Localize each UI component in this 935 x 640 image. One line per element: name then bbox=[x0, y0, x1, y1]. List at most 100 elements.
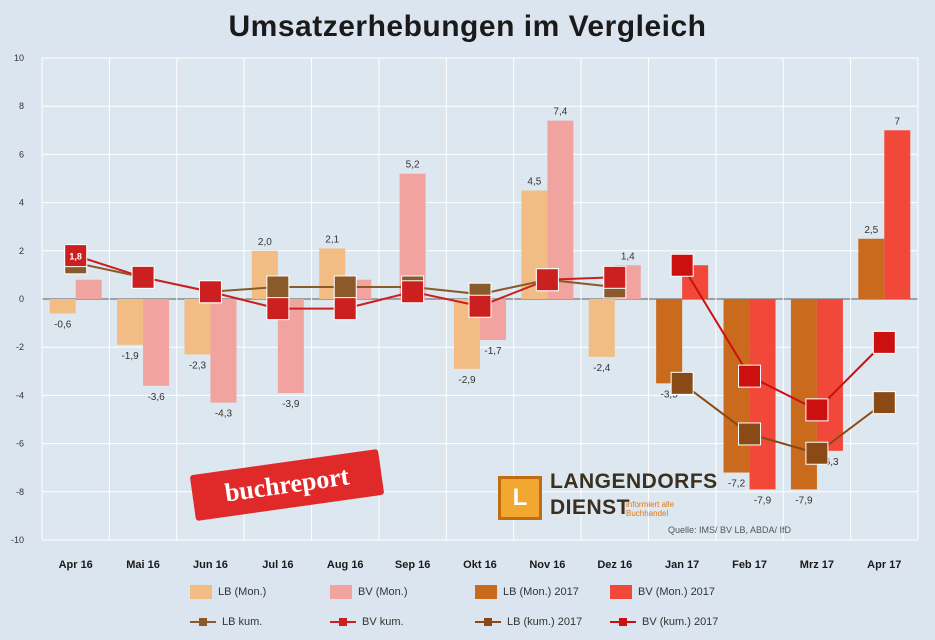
legend-label: BV kum. bbox=[362, 616, 404, 628]
bar-data-label: -7,9 bbox=[754, 495, 772, 506]
logo-icon: L bbox=[498, 476, 542, 520]
logo-tagline: informiert alle Buchhandel bbox=[626, 500, 675, 518]
x-tick-label: Jan 17 bbox=[665, 559, 699, 571]
bar-data-label: 1,4 bbox=[621, 251, 635, 262]
bar-data-label: -4,3 bbox=[215, 409, 233, 420]
legend-item: BV (Mon.) bbox=[330, 582, 408, 602]
y-tick-label: 2 bbox=[19, 246, 24, 256]
legend-row-bars: LB (Mon.) BV (Mon.) LB (Mon.) 2017 BV (Mon.… bbox=[0, 582, 935, 602]
line-point-marker bbox=[401, 280, 425, 304]
bar bbox=[143, 299, 170, 386]
bar-data-label: -1,9 bbox=[121, 351, 139, 362]
legend-item: LB (Mon.) 2017 bbox=[475, 582, 579, 602]
bar bbox=[184, 299, 211, 355]
line-point-marker bbox=[333, 297, 357, 321]
y-tick-label: 4 bbox=[19, 198, 24, 208]
line-point-marker bbox=[468, 294, 492, 318]
legend-label: LB (Mon.) bbox=[218, 586, 267, 598]
x-tick-label: Jun 16 bbox=[193, 559, 228, 571]
legend-label: BV (kum.) 2017 bbox=[642, 616, 719, 628]
bar bbox=[816, 299, 843, 451]
bar-data-label: 2,5 bbox=[864, 225, 878, 236]
x-tick-label: Mrz 17 bbox=[800, 559, 834, 571]
bar-data-label: -3,5 bbox=[661, 389, 679, 400]
legend-item: LB (Mon.) bbox=[190, 582, 266, 602]
line-point-marker bbox=[805, 441, 829, 465]
legend-swatch bbox=[190, 585, 212, 599]
bar-data-label: -2,4 bbox=[593, 363, 611, 374]
line-point-marker bbox=[131, 265, 155, 289]
legend-row-lines: LB kum. BV kum. LB (kum.) 2017 BV (kum.) 20… bbox=[0, 612, 935, 632]
legend-label: LB (kum.) 2017 bbox=[507, 616, 583, 628]
bar bbox=[656, 299, 683, 384]
x-tick-label: Aug 16 bbox=[327, 559, 364, 571]
x-tick-label: Mai 16 bbox=[126, 559, 160, 571]
series-line bbox=[681, 382, 885, 455]
bar-data-label: -1,7 bbox=[484, 346, 502, 357]
bar bbox=[858, 238, 885, 299]
line-point-marker bbox=[738, 422, 762, 446]
bar-data-label: -7,2 bbox=[728, 479, 746, 490]
line-point-marker bbox=[872, 391, 896, 415]
bar bbox=[49, 299, 76, 314]
logo-line2: DIENST bbox=[550, 496, 631, 519]
line-point-marker bbox=[738, 364, 762, 388]
bar bbox=[210, 299, 237, 403]
bar-data-label: -3,6 bbox=[147, 392, 165, 403]
x-tick-label: Jul 16 bbox=[262, 559, 293, 571]
line-point-marker bbox=[535, 268, 559, 292]
bar-data-label: -2,9 bbox=[458, 375, 476, 386]
legend-swatch bbox=[610, 585, 632, 599]
line-point-marker bbox=[198, 280, 222, 304]
bar bbox=[588, 299, 615, 357]
bar bbox=[75, 279, 102, 299]
logo-line1: LANGENDORFS bbox=[550, 470, 718, 493]
bar bbox=[884, 130, 911, 299]
bar-data-label: -7,9 bbox=[795, 495, 813, 506]
line-point-marker bbox=[872, 330, 896, 354]
legend-line-swatch bbox=[475, 615, 501, 629]
line-point-marker bbox=[64, 244, 88, 268]
legend-label: BV (Mon.) 2017 bbox=[638, 586, 716, 598]
chart-title: Umsatzerhebungen im Vergleich bbox=[228, 10, 707, 43]
legend-label: BV (Mon.) bbox=[358, 586, 408, 598]
bar-data-label: -2,3 bbox=[189, 360, 207, 371]
legend-swatch bbox=[475, 585, 497, 599]
legend-line-swatch bbox=[330, 615, 356, 629]
line-point-marker bbox=[603, 265, 627, 289]
y-tick-label: -2 bbox=[16, 342, 24, 352]
bar-data-label: -3,9 bbox=[282, 399, 300, 410]
bar-data-label: 5,2 bbox=[406, 160, 420, 171]
source-note: Quelle: IMS/ BV LB, ABDA/ IfD bbox=[668, 525, 792, 535]
legend-swatch bbox=[330, 585, 352, 599]
y-tick-label: 0 bbox=[19, 294, 24, 304]
legend-item: BV (Mon.) 2017 bbox=[610, 582, 715, 602]
bar-data-label: 2,1 bbox=[325, 234, 339, 245]
x-tick-label: Feb 17 bbox=[732, 559, 767, 571]
line-point-marker bbox=[266, 297, 290, 321]
bar-data-label: 2,0 bbox=[258, 237, 272, 248]
legend-item: BV kum. bbox=[330, 612, 404, 632]
x-tick-label: Sep 16 bbox=[395, 559, 430, 571]
y-tick-label: 6 bbox=[19, 149, 24, 159]
legend-line-swatch bbox=[610, 615, 636, 629]
bar-data-label: 7 bbox=[895, 116, 901, 127]
langendorfs-logo: L LANGENDORFS DIENST informiert alle Buc… bbox=[498, 466, 717, 526]
legend-line-swatch bbox=[190, 615, 216, 629]
y-tick-label: -6 bbox=[16, 439, 24, 449]
x-tick-label: Dez 16 bbox=[597, 559, 632, 571]
bar-data-label: 4,5 bbox=[527, 177, 541, 188]
point-data-label: 1,8 bbox=[69, 252, 82, 262]
chart-plot: 10 8 6 4 2 0 -2 -4 -6 -8 -10 -0,6 -1,9 -3,6 -2,3 -4,3 2,… bbox=[11, 53, 919, 571]
legend-label: LB kum. bbox=[222, 616, 263, 628]
y-tick-label: 10 bbox=[14, 53, 24, 63]
bar-data-label: 7,4 bbox=[553, 107, 567, 118]
line-point-marker bbox=[333, 275, 357, 299]
y-tick-label: -4 bbox=[16, 390, 24, 400]
series-line bbox=[681, 264, 886, 412]
legend-item: LB kum. bbox=[190, 612, 262, 632]
x-tick-label: Okt 16 bbox=[463, 559, 497, 571]
legend-item: BV (kum.) 2017 bbox=[610, 612, 718, 632]
line-point-marker bbox=[805, 398, 829, 422]
